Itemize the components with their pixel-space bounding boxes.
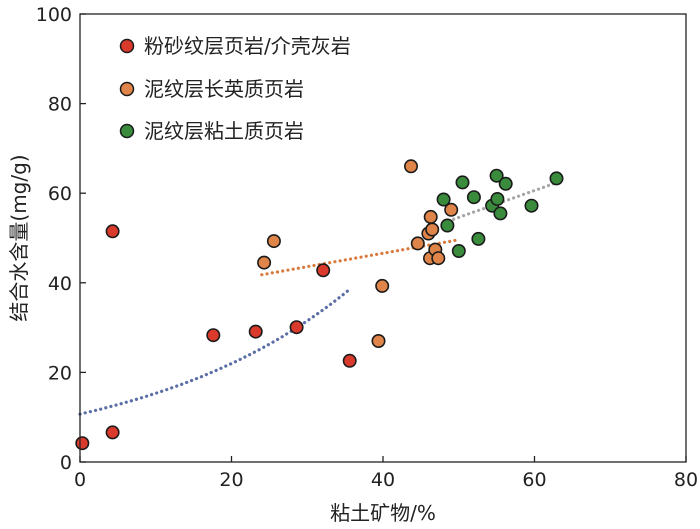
data-point-series-2: [455, 175, 470, 190]
data-point-series-2: [489, 168, 504, 183]
data-point-series-1: [410, 236, 425, 251]
legend-label-clay: 泥纹层粘土质页岩: [144, 119, 304, 143]
legend: 粉砂纹层页岩/介壳灰岩 泥纹层长英质页岩 泥纹层粘土质页岩: [119, 34, 351, 143]
y-tick-label: 40: [48, 273, 72, 295]
data-point-series-1: [266, 234, 281, 249]
data-point-series-0: [342, 353, 357, 368]
trendline: [442, 180, 559, 225]
data-point-series-1: [403, 159, 418, 174]
y-tick-label: 0: [60, 452, 72, 474]
data-points: [75, 159, 564, 451]
data-point-series-2: [524, 198, 539, 213]
x-tick-label: 20: [219, 469, 243, 491]
legend-label-silt: 粉砂纹层页岩/介壳灰岩: [144, 34, 351, 58]
data-point-series-2: [498, 176, 513, 191]
legend-marker-silt: [119, 38, 135, 54]
y-tick-label: 20: [48, 362, 72, 384]
trendline: [78, 287, 352, 416]
x-tick-label: 40: [371, 469, 395, 491]
y-tick-label: 80: [48, 94, 72, 116]
data-point-series-2: [451, 244, 466, 259]
data-point-series-0: [75, 436, 90, 451]
data-point-series-1: [444, 202, 459, 217]
x-tick-label: 0: [74, 469, 86, 491]
data-point-series-1: [257, 255, 272, 270]
y-tick-label: 100: [36, 4, 72, 26]
data-point-series-0: [248, 324, 263, 339]
data-point-series-0: [105, 224, 120, 239]
data-point-series-2: [436, 192, 451, 207]
y-axis-title: 结合水含量(mg/g): [7, 154, 31, 321]
legend-marker-felsic: [119, 81, 135, 97]
axes: 0 20 40 60 80 0 20 40 60 80 100: [36, 4, 698, 491]
data-point-series-2: [466, 190, 481, 205]
data-point-series-0: [316, 263, 331, 278]
legend-label-felsic: 泥纹层长英质页岩: [144, 77, 304, 101]
data-point-series-2: [493, 206, 508, 221]
x-axis-title: 粘土矿物/%: [330, 501, 436, 525]
y-tick-label: 60: [48, 183, 72, 205]
data-point-series-2: [490, 192, 505, 207]
data-point-series-0: [105, 425, 120, 440]
data-point-series-1: [371, 333, 386, 348]
data-point-series-1: [425, 222, 440, 237]
data-point-series-2: [471, 231, 486, 246]
legend-marker-clay: [119, 123, 135, 139]
trendlines: [78, 180, 559, 416]
data-point-series-1: [431, 251, 446, 266]
x-tick-label: 80: [674, 469, 698, 491]
data-point-series-0: [289, 320, 304, 335]
data-point-series-2: [549, 171, 564, 186]
x-tick-label: 60: [522, 469, 546, 491]
data-point-series-2: [440, 218, 455, 233]
data-point-series-1: [375, 278, 390, 293]
data-point-series-0: [206, 328, 221, 343]
data-point-series-1: [423, 209, 438, 224]
